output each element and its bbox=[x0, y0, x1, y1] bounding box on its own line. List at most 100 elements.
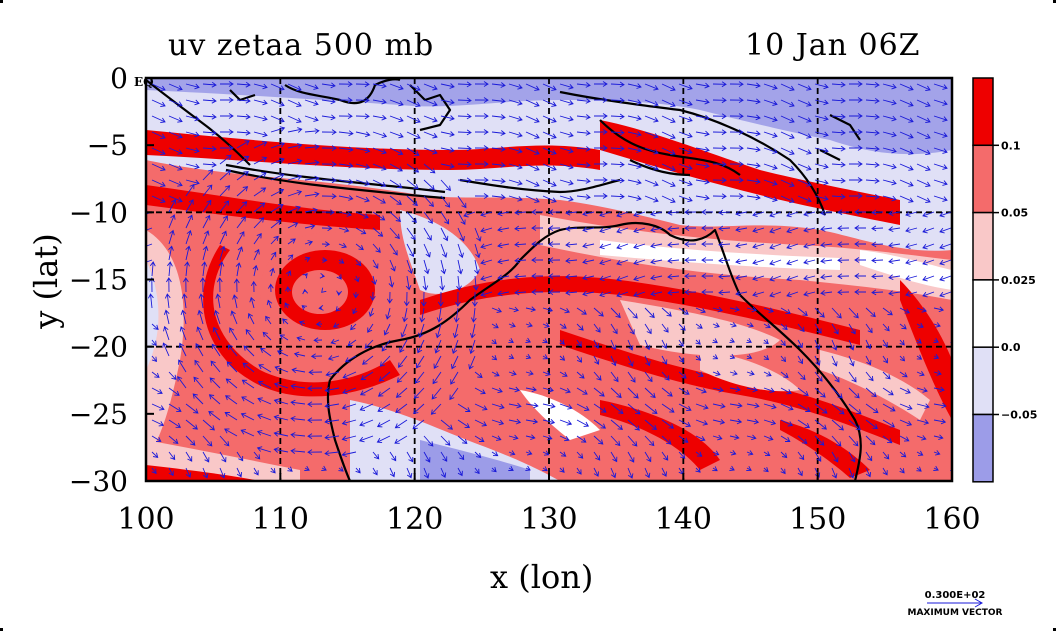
wind-vector bbox=[389, 147, 404, 156]
wind-vector bbox=[746, 450, 754, 456]
wind-vector bbox=[899, 307, 910, 314]
wind-vector bbox=[746, 418, 760, 425]
wind-vector bbox=[701, 257, 714, 263]
wind-vector bbox=[763, 179, 778, 186]
wind-vector bbox=[746, 402, 760, 409]
wind-vector bbox=[695, 387, 707, 394]
wind-vector bbox=[287, 238, 296, 245]
wind-vector bbox=[814, 83, 829, 90]
wind-vector bbox=[849, 177, 863, 183]
wind-vector bbox=[786, 243, 799, 250]
wind-vector bbox=[769, 259, 782, 266]
wind-vector bbox=[848, 403, 862, 415]
wind-vector bbox=[542, 418, 556, 425]
wind-vector bbox=[916, 131, 931, 139]
wind-vector bbox=[367, 323, 374, 333]
wind-vector bbox=[695, 419, 709, 426]
wind-vector bbox=[497, 258, 510, 265]
wind-vector bbox=[195, 343, 204, 357]
wind-vector bbox=[820, 258, 833, 264]
wind-vector bbox=[250, 280, 257, 293]
wind-vector bbox=[865, 403, 879, 414]
wind-vector bbox=[593, 307, 604, 317]
wind-vector bbox=[355, 81, 370, 88]
wind-vector bbox=[304, 83, 319, 90]
wind-vector bbox=[355, 163, 371, 170]
wind-vector bbox=[905, 275, 918, 281]
wind-vector bbox=[406, 211, 417, 224]
wind-vector bbox=[905, 211, 918, 217]
wind-vector bbox=[916, 435, 927, 441]
wind-vector bbox=[168, 371, 177, 381]
wind-vector bbox=[763, 419, 777, 426]
wind-vector bbox=[916, 83, 931, 91]
wind-vector bbox=[258, 364, 272, 373]
wind-vector bbox=[457, 451, 465, 461]
wind-vector bbox=[644, 387, 656, 399]
wind-vector bbox=[933, 131, 948, 138]
wind-vector bbox=[474, 387, 486, 395]
wind-vector bbox=[582, 258, 595, 265]
wind-vector bbox=[752, 227, 765, 234]
wind-vector bbox=[491, 130, 506, 136]
wind-vector bbox=[435, 323, 442, 339]
wind-vector bbox=[831, 467, 838, 479]
wind-vector bbox=[610, 403, 624, 415]
wind-vector bbox=[219, 200, 230, 213]
wind-vector bbox=[474, 113, 489, 119]
wind-vector bbox=[633, 291, 646, 298]
wind-vector bbox=[463, 211, 476, 218]
wind-vector bbox=[542, 450, 550, 456]
wind-vector bbox=[457, 435, 468, 445]
wind-vector bbox=[814, 403, 828, 414]
wind-vector bbox=[678, 131, 693, 139]
wind-vector bbox=[729, 434, 740, 441]
wind-vector bbox=[593, 355, 600, 365]
wind-vector bbox=[933, 83, 948, 90]
wind-vector bbox=[729, 450, 737, 456]
wind-vector bbox=[353, 291, 359, 299]
wind-vector bbox=[364, 339, 374, 349]
wind-vector bbox=[168, 403, 182, 412]
wind-vector bbox=[814, 339, 821, 350]
wind-vector bbox=[341, 419, 357, 426]
wind-vector bbox=[423, 163, 436, 174]
wind-vector bbox=[412, 419, 425, 430]
wind-vector bbox=[315, 321, 323, 327]
wind-vector bbox=[667, 241, 680, 248]
wind-vector bbox=[355, 211, 369, 219]
wind-vector bbox=[194, 359, 204, 373]
wind-vector bbox=[718, 241, 731, 248]
wind-vector bbox=[752, 259, 765, 266]
wind-vector bbox=[185, 147, 200, 154]
wind-vector bbox=[837, 209, 850, 216]
wind-vector bbox=[166, 277, 172, 293]
wind-vector bbox=[678, 451, 686, 459]
wind-vector bbox=[763, 435, 774, 441]
wind-vector bbox=[372, 451, 380, 460]
wind-vector bbox=[270, 251, 277, 261]
wind-vector bbox=[304, 223, 316, 230]
wind-vector bbox=[888, 226, 901, 233]
wind-vector bbox=[286, 270, 292, 277]
wind-vector bbox=[661, 147, 676, 156]
wind-vector bbox=[202, 169, 214, 181]
wind-vector bbox=[457, 419, 471, 428]
wind-vector bbox=[650, 274, 663, 281]
wind-vector bbox=[848, 339, 855, 351]
wind-vector bbox=[882, 339, 888, 348]
colorbar-swatch bbox=[972, 346, 994, 416]
wind-vector bbox=[168, 147, 183, 155]
wind-vector bbox=[803, 211, 816, 217]
wind-vector bbox=[831, 371, 840, 383]
wind-vector bbox=[273, 398, 289, 405]
wind-vector bbox=[644, 307, 655, 319]
wind-vector bbox=[525, 353, 532, 360]
wind-vector bbox=[565, 241, 578, 248]
wind-vector bbox=[389, 243, 398, 256]
wind-vector bbox=[899, 163, 914, 171]
wind-vector bbox=[474, 97, 489, 103]
wind-vector bbox=[594, 97, 608, 103]
wind-vector bbox=[525, 147, 540, 155]
wind-vector bbox=[321, 225, 333, 232]
